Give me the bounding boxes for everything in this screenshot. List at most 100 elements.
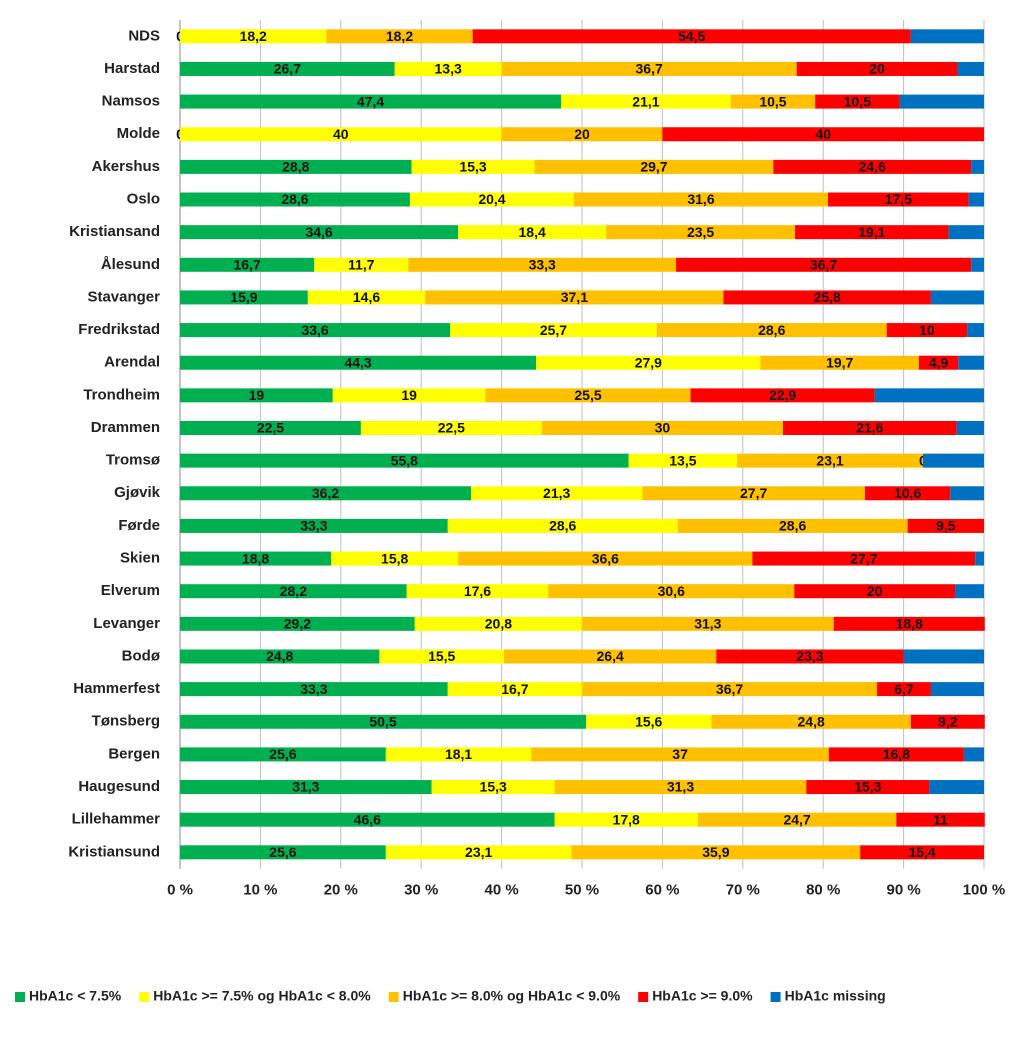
data-label: 28,8 xyxy=(282,159,309,175)
category-label: Trondheim xyxy=(83,386,160,403)
bar-segment xyxy=(447,518,678,533)
data-label: 18,2 xyxy=(240,28,267,44)
bar-segment xyxy=(411,159,535,174)
data-label: 19 xyxy=(401,387,417,403)
data-label: 24,7 xyxy=(783,811,810,827)
bar-segment xyxy=(414,616,582,631)
bar-segment xyxy=(180,290,308,305)
category-label: Namsos xyxy=(102,93,160,110)
category-label: Akershus xyxy=(92,158,160,175)
data-label: 15,4 xyxy=(908,844,935,860)
category-label: Skien xyxy=(120,550,160,567)
data-label: 16,7 xyxy=(501,681,528,697)
bar-segment xyxy=(180,551,332,566)
data-label: 18,2 xyxy=(386,28,413,44)
data-label: 17,5 xyxy=(885,191,912,207)
data-label: 20 xyxy=(867,583,883,599)
category-label: Oslo xyxy=(127,190,160,207)
data-label: 23,1 xyxy=(465,844,492,860)
bar-segment xyxy=(922,453,984,468)
category-label: Bergen xyxy=(108,745,160,762)
data-label: 18,8 xyxy=(896,616,923,632)
data-label: 14,6 xyxy=(353,289,380,305)
category-label: Kristiansund xyxy=(68,843,160,860)
bar-segment xyxy=(471,486,643,501)
bar-segment xyxy=(662,127,984,142)
bar-segment xyxy=(409,192,574,207)
legend-label: HbA1c missing xyxy=(785,988,886,1004)
data-label: 24,8 xyxy=(266,648,293,664)
bar-segment xyxy=(180,159,412,174)
bar-segment xyxy=(180,225,459,240)
bar-segment xyxy=(874,388,984,403)
legend-swatch xyxy=(638,992,649,1002)
bar-segment xyxy=(472,29,911,44)
x-tick-label: 80 % xyxy=(806,882,840,899)
bar-segment xyxy=(730,94,816,109)
data-label: 36,7 xyxy=(636,61,663,77)
bar-segment xyxy=(886,323,968,338)
bar-segment xyxy=(541,421,783,435)
x-tick-label: 20 % xyxy=(324,882,358,899)
data-label: 19,1 xyxy=(858,224,885,240)
legend-label: HbA1c >= 7.5% og HbA1c < 8.0% xyxy=(153,988,371,1004)
data-label: 17,8 xyxy=(613,811,640,827)
data-label: 15,3 xyxy=(459,159,486,175)
bar-segment xyxy=(379,649,505,664)
x-tick-label: 60 % xyxy=(645,882,679,899)
data-label: 11 xyxy=(933,811,948,827)
bar-segment xyxy=(971,159,984,174)
bar-segment xyxy=(536,355,761,370)
bar-segment xyxy=(458,225,607,240)
data-label: 9,5 xyxy=(936,518,956,534)
data-label: 26,7 xyxy=(274,61,301,77)
data-label: 15,8 xyxy=(381,550,408,566)
bar-segment xyxy=(180,61,395,76)
bar-segment xyxy=(783,421,957,435)
legend-swatch xyxy=(770,992,781,1002)
bar-segment xyxy=(930,682,984,697)
bar-segment xyxy=(865,486,951,501)
category-label: Levanger xyxy=(93,615,160,632)
bar-segment xyxy=(910,714,985,729)
category-label: Bodø xyxy=(122,647,161,664)
bar-segment xyxy=(326,29,473,44)
bar-segment xyxy=(918,355,959,370)
data-label: 25,8 xyxy=(814,289,841,305)
data-label: 19,7 xyxy=(826,354,853,370)
data-label: 36,7 xyxy=(810,257,837,273)
data-label: 25,7 xyxy=(540,322,567,338)
bar-segment xyxy=(833,616,985,631)
data-label: 9,2 xyxy=(938,713,958,729)
data-label: 55,8 xyxy=(391,452,418,468)
x-tick-label: 40 % xyxy=(484,882,518,899)
data-label: 36,2 xyxy=(312,485,339,501)
data-label: 25,6 xyxy=(269,844,296,860)
data-label: 21,6 xyxy=(856,420,883,436)
bar-segment xyxy=(796,61,958,76)
bar-segment xyxy=(180,355,537,370)
data-label: 46,6 xyxy=(354,811,381,827)
bar-segment xyxy=(425,290,724,305)
bar-segment xyxy=(806,780,930,795)
bar-segment xyxy=(180,486,472,501)
category-label: Gjøvik xyxy=(114,484,161,501)
bar-segment xyxy=(458,551,753,566)
data-label: 21,3 xyxy=(543,485,570,501)
data-label: 20 xyxy=(869,61,885,77)
bar-segment xyxy=(910,29,984,44)
data-label: 15,6 xyxy=(635,713,662,729)
bar-segment xyxy=(180,421,361,435)
data-label: 31,3 xyxy=(292,779,319,795)
bar-segment xyxy=(582,682,878,697)
data-label: 33,3 xyxy=(529,257,556,273)
data-label: 28,6 xyxy=(758,322,785,338)
category-label: Molde xyxy=(117,125,160,142)
bar-segment xyxy=(180,747,386,762)
bar-segment xyxy=(385,747,532,762)
bar-segment xyxy=(773,159,972,174)
category-label: Førde xyxy=(118,517,160,534)
legend-swatch xyxy=(139,992,150,1002)
bar-segment xyxy=(896,812,985,827)
x-tick-label: 30 % xyxy=(404,882,438,899)
